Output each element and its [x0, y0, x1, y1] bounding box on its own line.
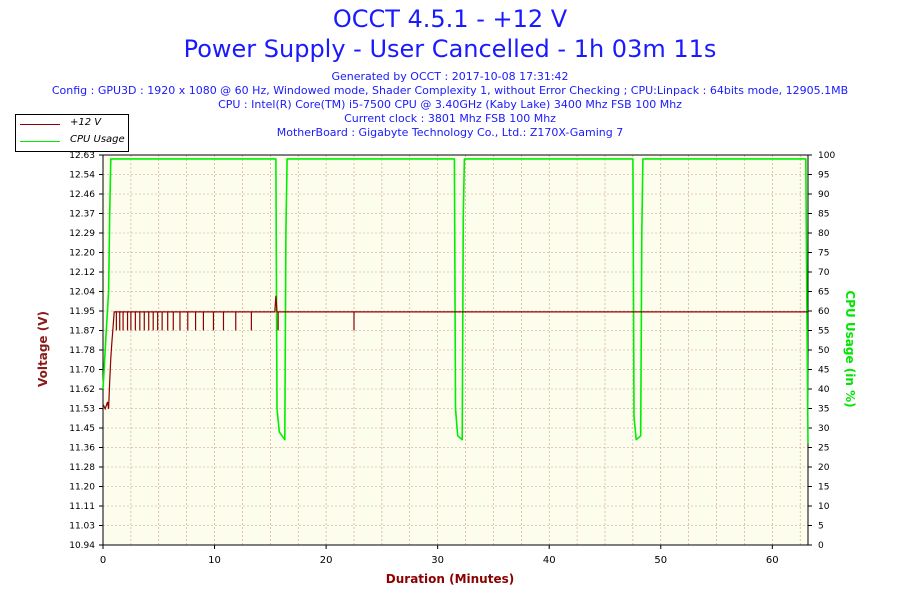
legend-label-cpu: CPU Usage [70, 134, 125, 145]
y-tick-label-right: 25 [818, 444, 829, 454]
info-motherboard: MotherBoard : Gigabyte Technology Co., L… [276, 126, 624, 139]
info-generated: Generated by OCCT : 2017-10-08 17:31:42 [331, 70, 569, 83]
x-tick-label: 20 [320, 555, 333, 566]
y-tick-label-left: 12.46 [69, 190, 95, 200]
y-tick-label-right: 90 [818, 190, 830, 200]
y-tick-label-right: 15 [818, 483, 829, 493]
y-tick-label-right: 70 [818, 268, 830, 278]
series-line-cpu-usage [102, 158, 809, 444]
y-tick-label-left: 11.70 [69, 366, 95, 376]
y-tick-label-left: 11.28 [69, 463, 95, 473]
legend: +12 V CPU Usage [15, 114, 129, 152]
y-tick-label-right: 95 [818, 171, 829, 181]
y-tick-label-left: 12.63 [69, 151, 95, 161]
y-tick-label-right: 55 [818, 327, 829, 337]
y-axis-label-cpu: CPU Usage (in %) [843, 290, 857, 408]
y-tick-label-right: 20 [818, 463, 830, 473]
y-tick-label-left: 11.62 [69, 385, 95, 395]
y-tick-label-right: 80 [818, 229, 830, 239]
x-tick-label: 30 [431, 555, 444, 566]
x-tick-label: 50 [654, 555, 667, 566]
y-tick-label-right: 0 [818, 541, 824, 551]
y-tick-label-right: 10 [818, 502, 830, 512]
y-axis-label-voltage: Voltage (V) [36, 311, 50, 387]
y-tick-label-left: 12.04 [69, 288, 95, 298]
y-tick-label-left: 11.36 [69, 444, 95, 454]
y-tick-label-right: 50 [818, 346, 830, 356]
legend-swatch-voltage [20, 124, 60, 125]
y-tick-label-left: 12.29 [69, 229, 95, 239]
y-tick-label-right: 40 [818, 385, 830, 395]
y-tick-label-left: 12.20 [69, 249, 95, 259]
y-tick-label-left: 11.95 [69, 307, 95, 317]
y-tick-label-left: 12.37 [69, 210, 95, 220]
y-tick-label-left: 11.11 [69, 502, 95, 512]
y-tick-label-right: 30 [818, 424, 830, 434]
series-line-voltage [102, 295, 808, 411]
info-clock: Current clock : 3801 Mhz FSB 100 Mhz [344, 112, 556, 125]
x-tick-label: 40 [543, 555, 556, 566]
y-tick-label-left: 10.94 [69, 541, 95, 551]
y-tick-label-left: 11.20 [69, 483, 95, 493]
x-tick-label: 10 [208, 555, 221, 566]
y-tick-label-right: 60 [818, 307, 830, 317]
chart-subtitle: Power Supply - User Cancelled - 1h 03m 1… [183, 35, 717, 63]
y-tick-label-left: 12.12 [69, 268, 95, 278]
y-tick-label-left: 12.54 [69, 171, 95, 181]
y-tick-label-right: 5 [818, 522, 824, 532]
info-config: Config : GPU3D : 1920 x 1080 @ 60 Hz, Wi… [51, 84, 849, 97]
y-tick-label-right: 75 [818, 249, 829, 259]
legend-swatch-cpu [20, 141, 60, 142]
y-tick-label-right: 100 [818, 151, 835, 161]
y-tick-label-left: 11.78 [69, 346, 95, 356]
x-tick-label: 60 [766, 555, 779, 566]
legend-label-voltage: +12 V [70, 117, 102, 128]
y-tick-label-left: 11.03 [69, 522, 95, 532]
y-tick-label-right: 35 [818, 405, 829, 415]
y-tick-label-left: 11.53 [69, 405, 95, 415]
y-tick-label-right: 85 [818, 210, 829, 220]
y-tick-label-right: 65 [818, 288, 829, 298]
x-tick-label: 0 [100, 555, 106, 566]
y-tick-label-left: 11.45 [69, 424, 95, 434]
info-cpu: CPU : Intel(R) Core(TM) i5-7500 CPU @ 3.… [218, 98, 682, 111]
chart-title: OCCT 4.5.1 - +12 V [332, 5, 568, 33]
x-axis-label: Duration (Minutes) [385, 572, 515, 586]
y-tick-label-left: 11.87 [69, 327, 95, 337]
y-tick-label-right: 45 [818, 366, 829, 376]
